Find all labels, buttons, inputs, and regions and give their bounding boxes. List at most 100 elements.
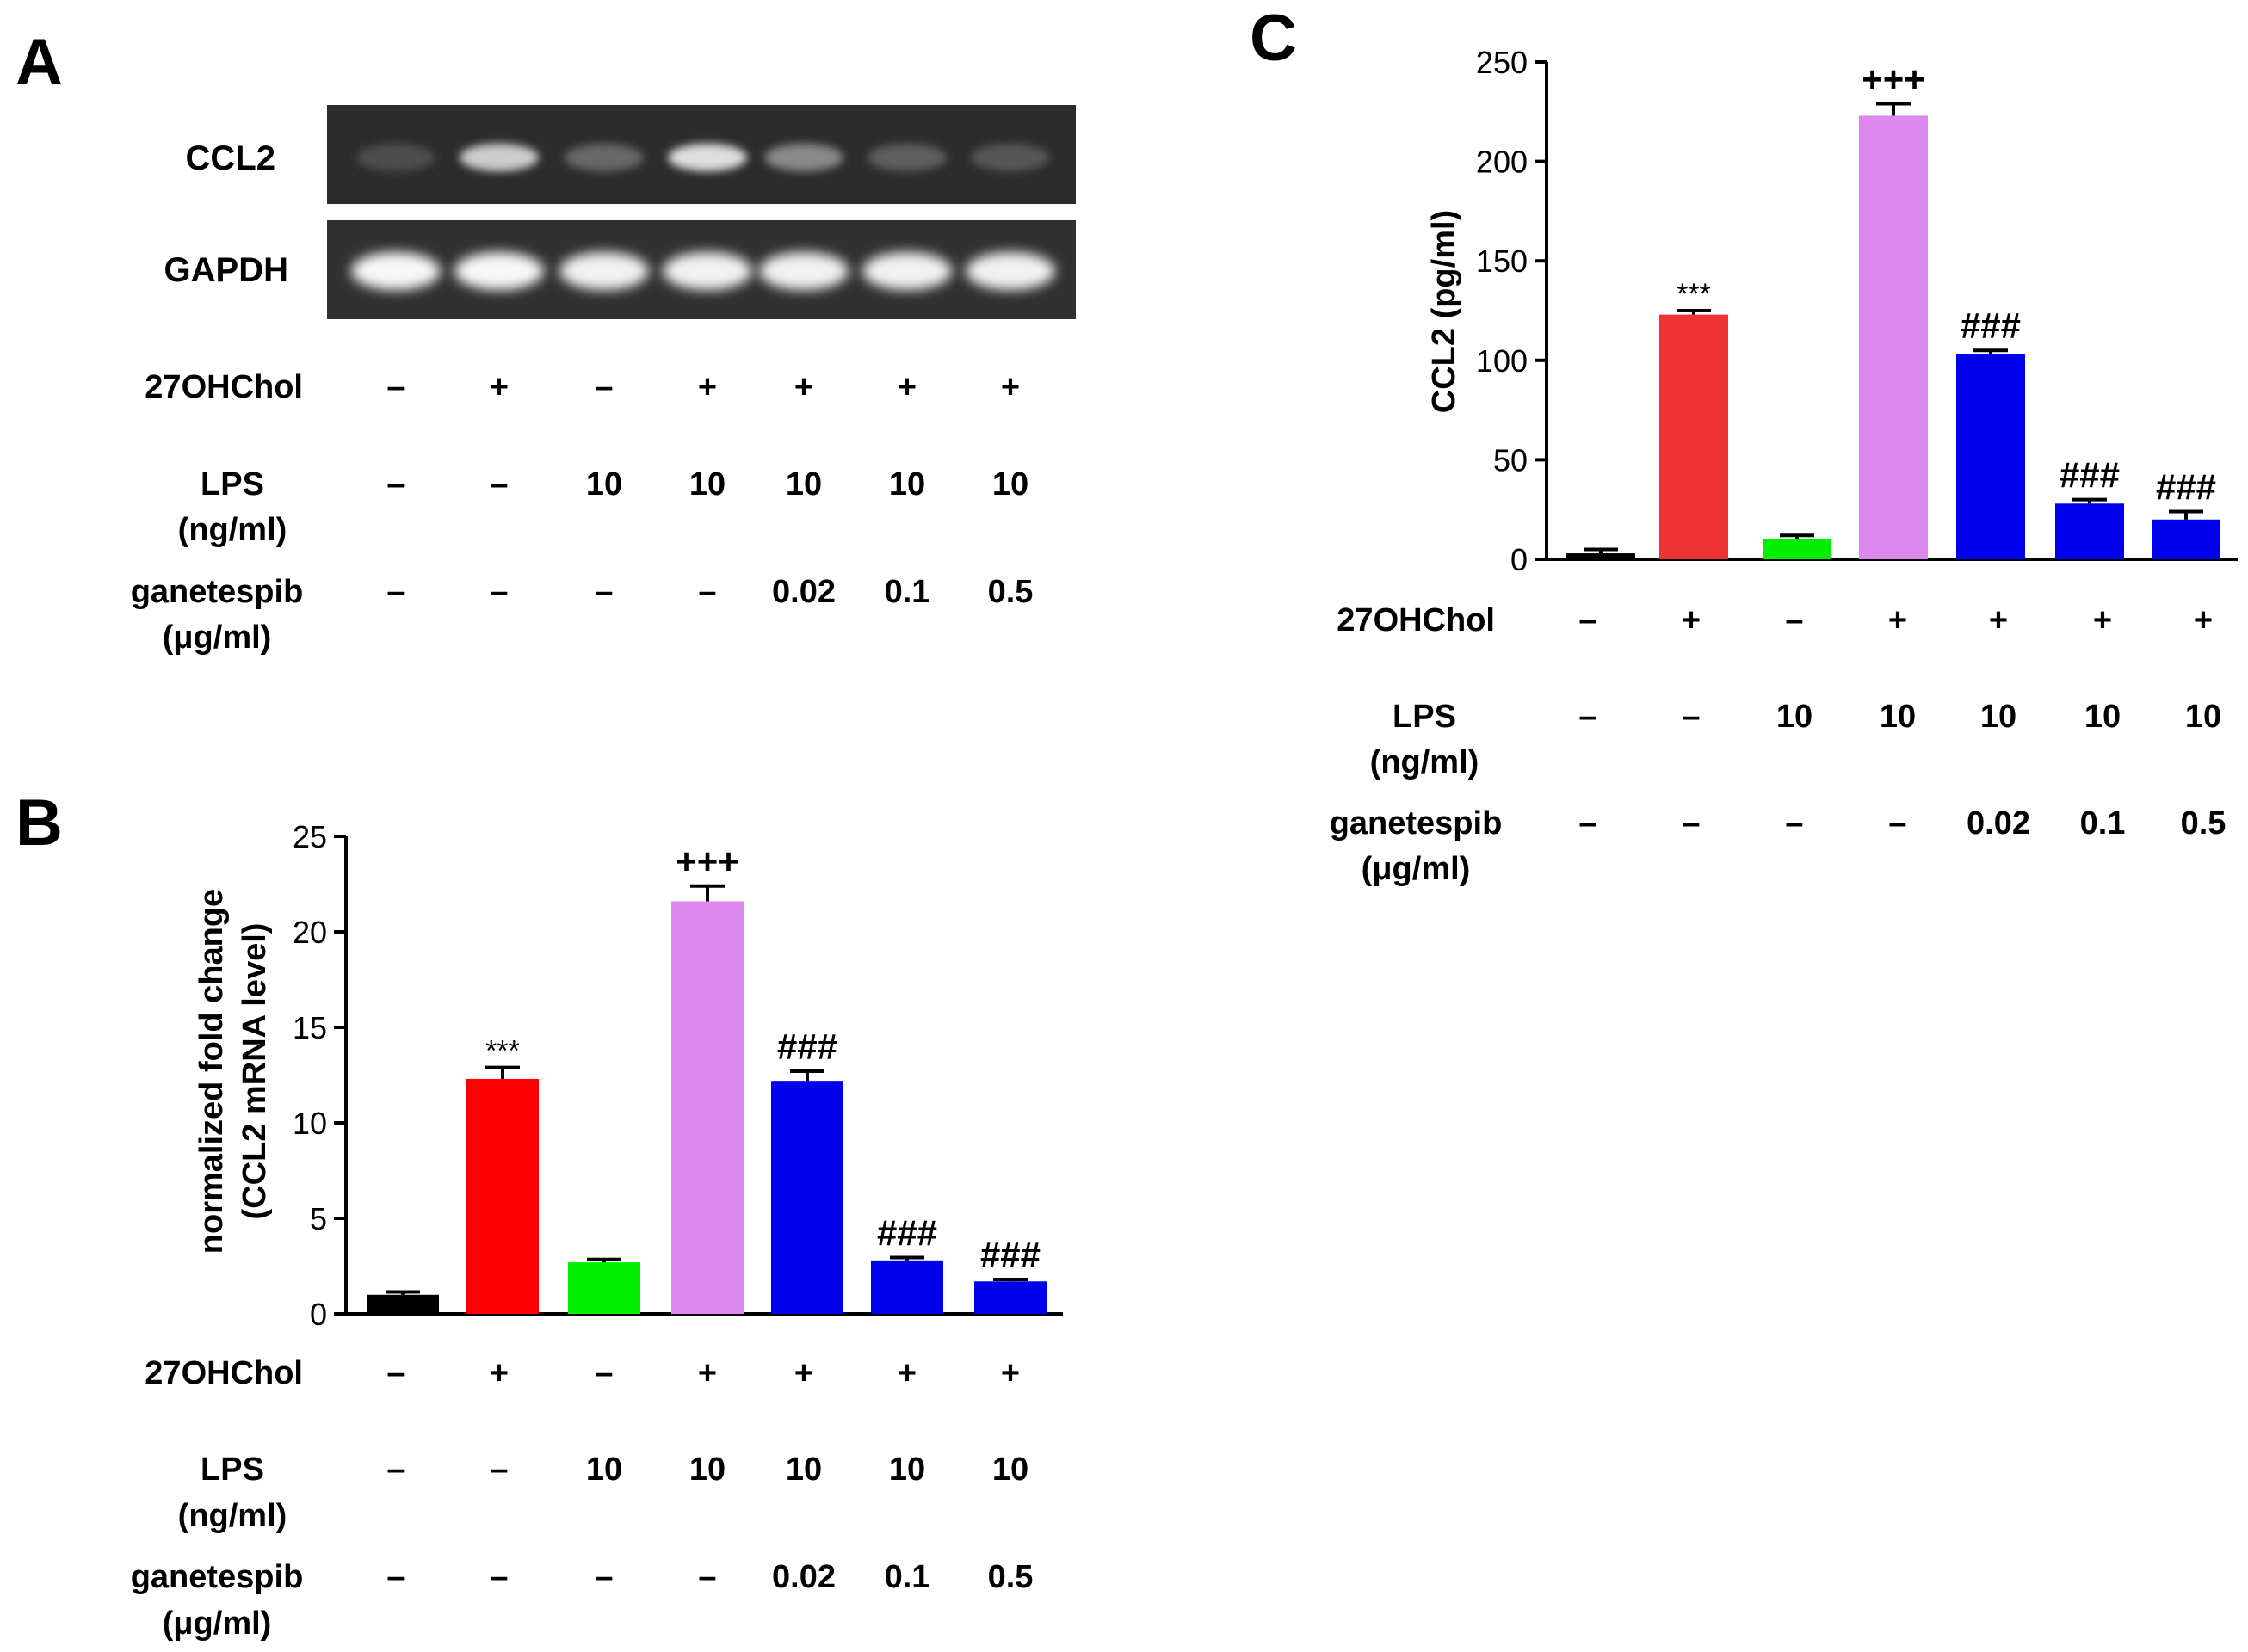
ccl2-band — [460, 144, 539, 171]
y-tick-label: 100 — [1476, 343, 1528, 379]
y-tick-label: 15 — [293, 1010, 327, 1045]
cond-ganetespib-value: 0.5 — [988, 574, 1034, 610]
significance-annotation: +++ — [1862, 59, 1925, 100]
cond-27ohchol-value: – — [595, 1355, 613, 1391]
cond-ganetespib-value: – — [698, 574, 716, 610]
cond-27ohchol-value: + — [490, 1355, 509, 1391]
cond-lps-value: – — [386, 466, 405, 502]
ccl2-bands — [356, 144, 1050, 171]
gel-image: CCL2 GAPDH — [164, 105, 1076, 319]
gapdh-band — [454, 252, 544, 290]
row-label-ganetespib-unit: (μg/ml) — [163, 1606, 272, 1642]
cond-lps-value: – — [490, 466, 508, 502]
cond-lps-value: 10 — [786, 1452, 822, 1488]
cond-ganetespib-value: 0.5 — [988, 1559, 1034, 1595]
significance-annotation: ### — [777, 1026, 837, 1067]
bar — [2055, 503, 2124, 559]
cond-lps-value: – — [386, 1452, 405, 1488]
row-label-lps: LPS — [201, 1452, 264, 1488]
cond-ganetespib-value: – — [386, 574, 405, 610]
significance-annotation: ### — [2156, 467, 2216, 508]
row-label-lps: LPS — [1393, 699, 1456, 735]
cond-27ohchol-value: – — [1785, 602, 1803, 638]
row-label-lps: LPS — [201, 466, 264, 502]
cond-27ohchol-value: + — [1888, 602, 1907, 638]
row-label-lps-unit: (ng/ml) — [1370, 744, 1479, 780]
significance-annotation: +++ — [676, 841, 739, 882]
y-axis-label: normalized fold change — [194, 889, 230, 1254]
significance-annotation: *** — [485, 1035, 520, 1068]
cond-27ohchol-value: + — [2093, 602, 2112, 638]
y-tick-label: 20 — [293, 915, 327, 950]
cond-lps-value: 10 — [786, 466, 822, 502]
y-tick-label: 5 — [310, 1201, 327, 1236]
bar — [2152, 519, 2220, 559]
cond-ganetespib-value: – — [1682, 805, 1700, 841]
cond-lps-value: 10 — [2185, 699, 2221, 735]
ccl2-band — [356, 144, 435, 171]
row-label-ganetespib-unit: (μg/ml) — [163, 620, 272, 656]
cond-lps-value: 10 — [586, 466, 622, 502]
bar — [771, 1081, 843, 1314]
significance-annotation: *** — [1677, 278, 1711, 311]
bar — [466, 1078, 539, 1314]
y-tick-label: 150 — [1476, 243, 1528, 279]
gapdh-band — [966, 252, 1055, 290]
cond-ganetespib-value: – — [1578, 805, 1596, 841]
panel-letter-c: C — [1250, 2, 1297, 75]
cond-ganetespib-value: – — [490, 1559, 508, 1595]
cond-27ohchol-value: + — [1989, 602, 2008, 638]
significance-annotation: ### — [980, 1235, 1041, 1275]
y-axis-label: (CCL2 mRNA level) — [237, 923, 273, 1220]
row-label-ganetespib: ganetespib — [1330, 805, 1503, 841]
cond-27ohchol-value: – — [1578, 602, 1596, 638]
significance-annotation: ### — [877, 1213, 937, 1254]
bar — [974, 1281, 1047, 1314]
cond-27ohchol-value: + — [898, 369, 917, 405]
cond-lps-value: 10 — [689, 466, 726, 502]
ccl2-band — [764, 144, 843, 171]
cond-ganetespib-value: – — [1785, 805, 1803, 841]
cond-ganetespib-value: 0.5 — [2181, 805, 2226, 841]
y-tick-label: 250 — [1476, 45, 1528, 80]
bar — [1566, 553, 1635, 559]
cond-ganetespib-value: 0.02 — [1967, 805, 2030, 841]
gel-row-label-ccl2: CCL2 — [186, 139, 275, 177]
row-label-ganetespib-unit: (μg/ml) — [1362, 851, 1471, 887]
cond-ganetespib-value: 0.1 — [2080, 805, 2126, 841]
cond-lps-value: 10 — [992, 466, 1028, 502]
cond-27ohchol-value: + — [1001, 1355, 1020, 1391]
row-label-lps-unit: (ng/ml) — [178, 1498, 287, 1534]
cond-27ohchol-value: – — [595, 369, 613, 405]
y-tick-label: 0 — [1510, 542, 1528, 577]
cond-lps-value: 10 — [1880, 699, 1916, 735]
cond-27ohchol-value: + — [794, 1355, 813, 1391]
cond-27ohchol-value: – — [386, 1355, 405, 1391]
gapdh-band — [559, 252, 649, 290]
cond-lps-value: 10 — [1776, 699, 1813, 735]
significance-annotation: ### — [2060, 455, 2120, 496]
row-label-lps-unit: (ng/ml) — [178, 512, 287, 548]
y-tick-label: 0 — [310, 1297, 327, 1332]
cond-lps-value: – — [1682, 699, 1700, 735]
gapdh-band — [862, 252, 952, 290]
row-label-ganetespib: ganetespib — [131, 1559, 304, 1595]
y-tick-label: 50 — [1493, 442, 1528, 478]
cond-lps-value: 10 — [586, 1452, 622, 1488]
gapdh-band — [663, 252, 752, 290]
bar — [367, 1294, 439, 1314]
panel-letter-b: B — [15, 786, 63, 860]
ccl2-band — [565, 144, 644, 171]
conditions-table-b: 27OHChol LPS (ng/ml) ganetespib (μg/ml) – – – + –… — [131, 1355, 1034, 1642]
ccl2-band — [668, 144, 747, 171]
cond-lps-value: 10 — [889, 1452, 925, 1488]
gapdh-band — [759, 252, 849, 290]
cond-lps-value: – — [1578, 699, 1596, 735]
cond-ganetespib-value: 0.02 — [772, 1559, 836, 1595]
cond-ganetespib-value: – — [698, 1559, 716, 1595]
y-tick-label: 200 — [1476, 145, 1528, 180]
cond-lps-value: 10 — [689, 1452, 726, 1488]
conditions-table-a: 27OHChol LPS (ng/ml) ganetespib (μg/ml) – – – + –… — [131, 369, 1034, 656]
cond-27ohchol-value: + — [898, 1355, 917, 1391]
